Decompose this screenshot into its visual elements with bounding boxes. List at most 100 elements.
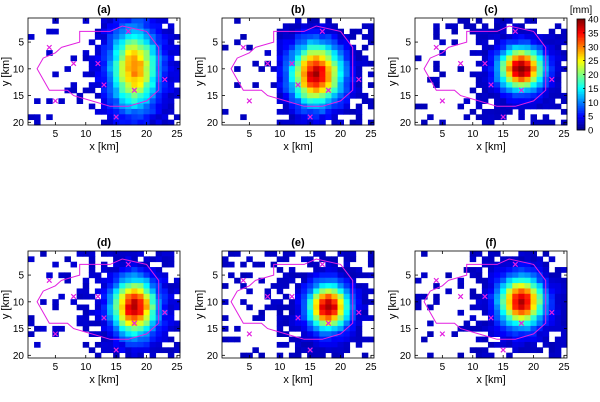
y-axis-label: y [km]	[0, 57, 12, 86]
heatmap-cell	[240, 272, 247, 279]
heatmap-cell	[500, 267, 507, 273]
heatmap-cell	[494, 76, 501, 83]
heatmap-cell	[288, 251, 296, 257]
heatmap-cell	[325, 103, 332, 110]
heatmap-cell	[313, 55, 320, 62]
axes-frame	[414, 17, 568, 126]
heatmap-cell	[319, 320, 326, 327]
heatmap-cell	[500, 76, 507, 83]
heatmap-cell	[167, 320, 175, 327]
heatmap-cell	[107, 315, 114, 321]
heatmap-cell	[167, 261, 175, 268]
heatmap-cell	[161, 44, 169, 51]
heatmap-cell	[481, 119, 489, 126]
heatmap-cell	[512, 267, 519, 273]
heatmap-cell	[494, 320, 501, 327]
heatmap-cell	[337, 82, 344, 88]
heatmap-cell	[155, 336, 163, 343]
heatmap-cell	[307, 82, 314, 88]
panel-title: (a)	[97, 4, 111, 16]
heatmap-cell	[475, 39, 483, 46]
heatmap-cell	[149, 44, 157, 51]
heatmap-cell	[512, 309, 519, 316]
heatmap-cell	[530, 87, 537, 94]
heatmap-cell	[113, 267, 120, 273]
heatmap-cell	[331, 98, 338, 104]
heatmap-cell	[355, 293, 363, 300]
heatmap-cell	[506, 283, 513, 289]
heatmap-cell	[313, 60, 320, 67]
heatmap-cell	[355, 87, 363, 94]
heatmap-cell	[361, 309, 369, 316]
heatmap-cell	[530, 315, 537, 321]
heatmap-cell	[107, 325, 114, 332]
heatmap-cell	[343, 315, 351, 321]
heatmap-cell	[343, 103, 351, 110]
heatmap-cell	[313, 18, 320, 24]
heatmap-cell	[313, 98, 320, 104]
heatmap-cell	[94, 315, 102, 321]
heatmap-cell	[560, 336, 568, 343]
heatmap-cell	[355, 336, 363, 343]
heatmap-cell	[252, 60, 259, 67]
heatmap-cell	[518, 293, 525, 300]
heatmap-cell	[536, 76, 544, 83]
heatmap-cell	[361, 272, 369, 279]
heatmap-cell	[149, 87, 157, 94]
heatmap-cell	[125, 76, 132, 83]
heatmap-cell	[119, 272, 126, 279]
heatmap-cell	[548, 315, 556, 321]
heatmap-cell	[506, 34, 513, 40]
heatmap-cell	[313, 44, 320, 51]
heatmap-cell	[487, 251, 495, 257]
heatmap-cell	[125, 39, 132, 46]
heatmap-cell	[487, 256, 495, 263]
heatmap-cell	[76, 304, 84, 311]
heatmap-cell	[137, 28, 144, 35]
heatmap-cell	[301, 309, 308, 316]
heatmap-cell	[475, 336, 483, 343]
heatmap-cell	[331, 288, 338, 295]
catchment-boundary	[423, 258, 547, 340]
heatmap-cell	[167, 103, 175, 110]
heatmap-cell	[222, 283, 229, 289]
heatmap-cell	[143, 76, 150, 83]
heatmap-cell	[131, 76, 138, 83]
heatmap-cell	[355, 119, 363, 126]
heatmap-cell	[457, 18, 465, 24]
heatmap-cell	[500, 293, 507, 300]
heatmap-cell	[506, 18, 513, 24]
heatmap-cell	[149, 18, 157, 24]
heatmap-cell	[107, 277, 114, 284]
colorbar-tick-label: 35	[588, 28, 599, 39]
heatmap-cell	[445, 288, 452, 295]
heatmap-cell	[137, 119, 144, 126]
heatmap-cell	[481, 283, 489, 289]
heatmap-cell	[94, 34, 102, 40]
heatmap-cell	[100, 299, 108, 305]
heatmap-cell	[307, 299, 314, 305]
heatmap-cell	[421, 251, 428, 257]
heatmap-cell	[258, 261, 265, 268]
heatmap-cell	[475, 293, 483, 300]
gauge-marker	[439, 331, 446, 337]
heatmap-cell	[240, 114, 247, 121]
heatmap-cell	[282, 71, 290, 78]
heatmap-cell	[542, 341, 550, 348]
x-tick-label: 15	[498, 362, 510, 373]
heatmap-cell	[119, 44, 126, 51]
heatmap-cell	[234, 39, 241, 46]
heatmap-cell	[107, 347, 114, 354]
heatmap-cell	[125, 315, 132, 321]
heatmap-cell	[131, 108, 138, 115]
heatmap-cell	[518, 60, 525, 67]
heatmap-cell	[512, 87, 519, 94]
heatmap-cell	[530, 92, 537, 99]
heatmap-cell	[548, 87, 556, 94]
x-tick-label: 15	[111, 129, 123, 140]
heatmap-cell	[560, 320, 568, 327]
heatmap-cell	[325, 325, 332, 332]
gauge-marker	[46, 277, 53, 284]
colorbar-segment	[577, 90, 585, 93]
heatmap-cell	[276, 267, 284, 273]
